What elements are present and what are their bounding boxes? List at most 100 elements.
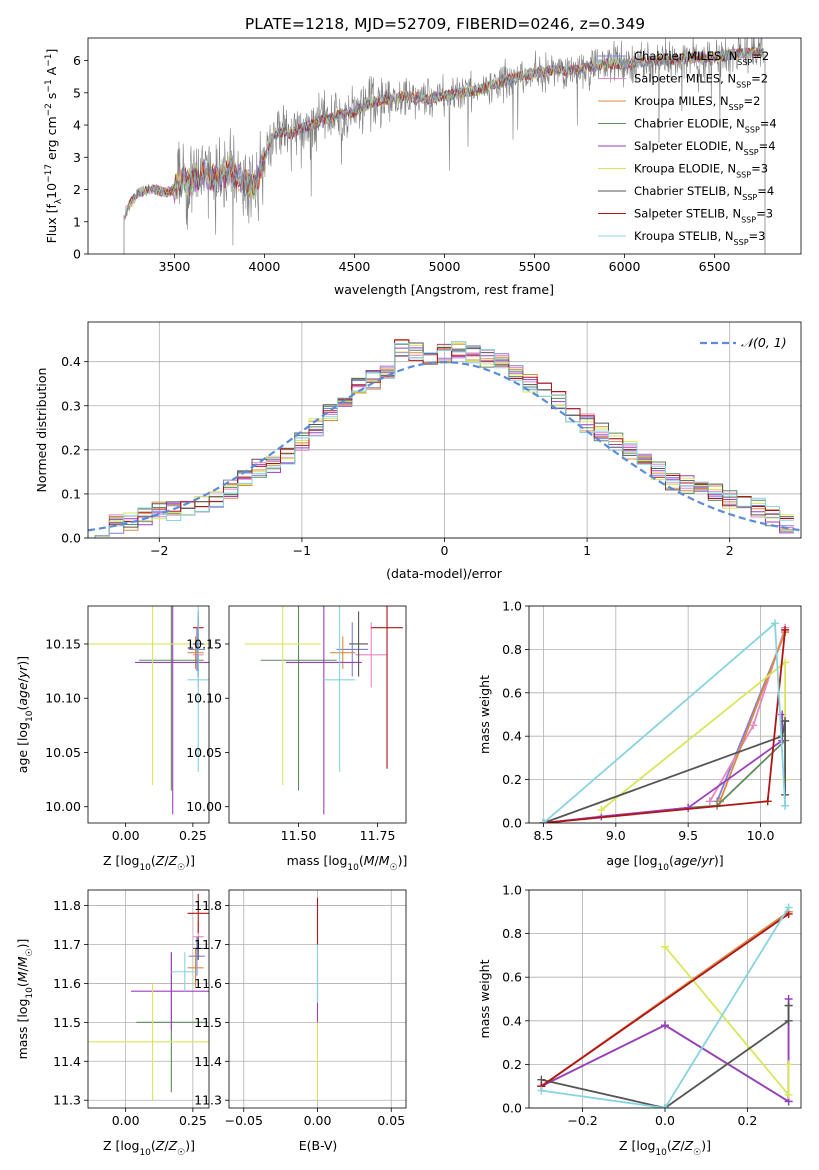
x-tick-label: 3500: [159, 259, 191, 274]
x-axis-label-part: Z [log: [619, 1138, 655, 1153]
model-spectrum: [124, 47, 764, 220]
x-tick-label: −0.05: [225, 1113, 263, 1128]
x-axis-label: wavelength [Angstrom, rest frame]: [334, 282, 554, 297]
y-tick-label: 0.4: [502, 729, 522, 744]
y-tick-label: 0.0: [502, 1101, 522, 1116]
legend-entry-name: Salpeter STELIB, N: [634, 207, 741, 221]
weight-line: [540, 913, 790, 1087]
x-tick-label: 0.2: [737, 1113, 757, 1128]
x-axis-label-part: (: [669, 853, 674, 868]
y-axis-label-part: ]: [44, 49, 59, 54]
x-axis-label-part: ☉: [177, 863, 185, 873]
y-tick-label: 0.0: [61, 531, 81, 546]
weight-line: [541, 906, 790, 1108]
x-axis-label-part: /: [680, 1138, 685, 1153]
y-tick-label: 11.3: [53, 1093, 81, 1108]
legend-entry: Chabrier STELIB, NSSP=4: [634, 184, 774, 202]
x-tick-label: 0: [441, 543, 449, 558]
y-axis-label-part: λ: [54, 198, 64, 204]
legend-entry-sub: SSP: [745, 125, 760, 134]
y-tick-label: 5: [73, 85, 81, 100]
x-axis-label-part: Z: [168, 853, 178, 868]
legend-entry-value: =3: [749, 229, 766, 243]
y-tick-label: 0.2: [61, 442, 81, 457]
age-vs-mass-panel: 11.50 11.75 10.00 10.05 10.10 10.15 mass [log1…: [186, 605, 408, 873]
x-tick-label: −1: [293, 543, 311, 558]
y-tick-label: 10.10: [186, 691, 222, 706]
x-axis-label: Z [log10(Z/Z☉)]: [619, 1138, 711, 1158]
axes-frame: [228, 605, 407, 824]
x-tick-label: 11.75: [360, 828, 396, 843]
y-tick-label: 0.2: [502, 1057, 522, 1072]
y-tick-label: 0.4: [61, 354, 81, 369]
legend-entry-name: Chabrier MILES, N: [634, 49, 737, 63]
mass-weight-vs-metallicity-panel: −0.2 0.0 0.20.00.20.40.60.81.0Z [log10(Z/Z…: [477, 883, 802, 1158]
spectrum-panel: 3500 4000 4500 5000 5500 6000 6500 0 1 2 3 4 5 6 Chabr…: [44, 37, 802, 297]
x-tick-label: 0.00: [112, 828, 140, 843]
axes-frame: [87, 889, 210, 1109]
legend-entry: Salpeter ELODIE, NSSP=4: [634, 139, 776, 157]
y-tick-label: 0.0: [502, 816, 522, 831]
legend-entry-sub: SSP: [736, 170, 751, 179]
y-tick-label: 11.5: [194, 1015, 222, 1030]
x-axis-label-part: /: [697, 853, 702, 868]
model-spectrum: [124, 46, 764, 220]
x-axis-label: E(B-V): [299, 1138, 338, 1153]
weight-marker: [784, 903, 793, 912]
y-axis-label-part: /: [15, 677, 30, 682]
legend-entry-value: =4: [759, 139, 776, 153]
x-axis-label: mass [log10(M/M☉)]: [287, 853, 408, 873]
y-axis-label: mass weight: [477, 675, 492, 754]
x-axis-label-part: (: [667, 1138, 672, 1153]
weight-line: [719, 631, 786, 802]
y-axis-label-part: s: [44, 93, 59, 104]
y-tick-label: 4: [73, 118, 81, 133]
weight-marker: [705, 797, 714, 806]
legend-entry-name: Salpeter MILES, N: [634, 72, 736, 86]
y-axis-label-part: mass [log: [15, 999, 30, 1060]
y-axis-label-part: /: [15, 966, 30, 971]
legend-entry: Kroupa ELODIE, NSSP=3: [634, 162, 768, 180]
y-tick-label: 11.5: [53, 1015, 81, 1030]
grid: [88, 890, 209, 1108]
x-axis-label: Z [log10(Z/Z☉)]: [103, 853, 195, 873]
mass-vs-ebv-panel: −0.05 0.00 0.05 11.3 11.4 11.5 11.6 11.7 11.8 E(B…: [194, 889, 407, 1153]
y-tick-label: 11.4: [53, 1054, 81, 1069]
y-axis-label-part: Flux [f: [44, 204, 59, 244]
x-axis-label-part: Z: [168, 1138, 178, 1153]
legend-entry-value: =3: [756, 207, 773, 221]
x-axis-label-part: (: [151, 1138, 156, 1153]
y-tick-label: 10.05: [45, 745, 81, 760]
y-tick-label: 0.2: [502, 772, 522, 787]
y-tick-label: 2: [73, 182, 81, 197]
legend-entry: Salpeter STELIB, NSSP=3: [634, 207, 773, 225]
weight-marker: [784, 1001, 793, 1010]
x-axis-label-part: (: [151, 853, 156, 868]
legend-entry: Chabrier MILES, NSSP=2: [634, 49, 769, 67]
y-axis-label-part: erg cm: [44, 116, 59, 164]
weight-marker: [539, 819, 548, 823]
x-tick-label: 11.50: [281, 828, 317, 843]
x-axis-label-part: )]: [185, 1138, 195, 1153]
panels: 3500 4000 4500 5000 5500 6000 6500 0 1 2 3 4 5 6 Chabr…: [15, 37, 802, 1158]
x-axis-label-part: /: [375, 853, 380, 868]
y-tick-label: 10.10: [45, 691, 81, 706]
grid: [529, 605, 801, 824]
y-axis-label-part: yr: [15, 665, 30, 679]
weight-marker: [749, 721, 758, 730]
plot-area: [244, 606, 403, 815]
weight-marker: [684, 803, 693, 812]
plot-area: [539, 619, 790, 823]
y-tick-label: 11.8: [53, 898, 81, 913]
y-axis-label-part: A: [44, 66, 59, 79]
x-tick-label: 6500: [699, 259, 731, 274]
x-axis-label: age [log10(age/yr)]: [606, 853, 723, 873]
x-axis-label-part: yr: [700, 853, 714, 868]
y-axis-label-part: )]: [15, 656, 30, 666]
x-tick-label: 0.05: [377, 1113, 405, 1128]
x-axis-label-part: Z [log: [103, 1138, 139, 1153]
x-tick-label: 0.25: [179, 1113, 207, 1128]
x-tick-label: 5000: [429, 259, 461, 274]
axes-frame: [87, 605, 210, 824]
